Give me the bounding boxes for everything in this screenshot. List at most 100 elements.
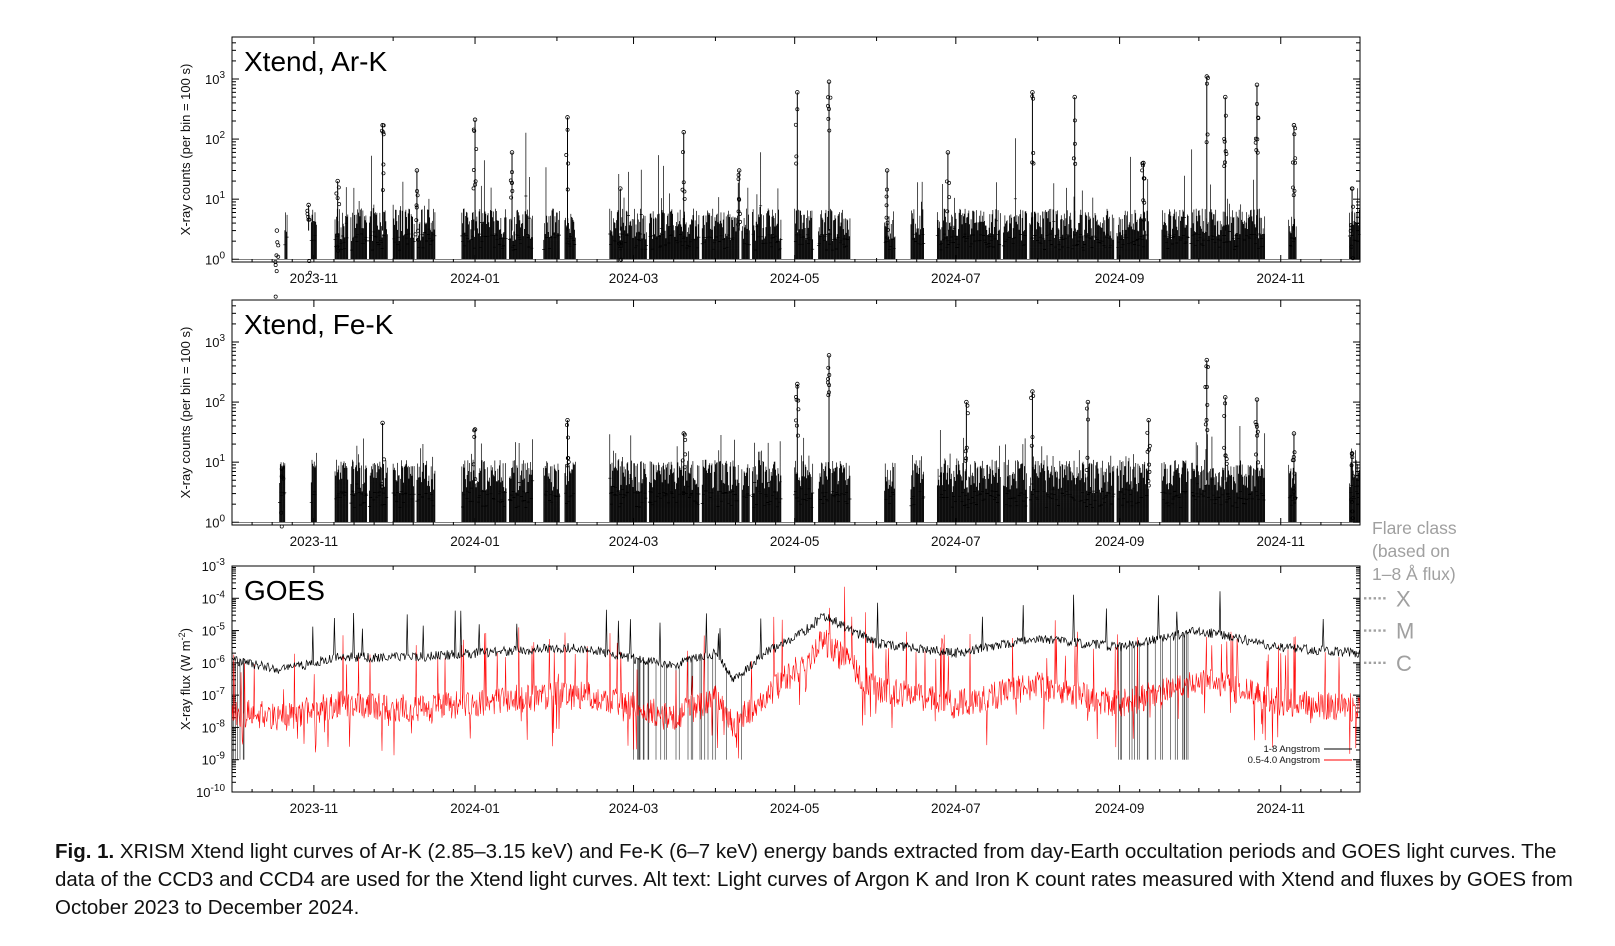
- data-point: [826, 393, 831, 398]
- x-tick-label: 2024-03: [609, 801, 659, 816]
- data-point: [619, 240, 624, 245]
- y-tick-label: 10-7: [202, 686, 226, 703]
- data-point: [1085, 399, 1091, 405]
- data-point: [380, 188, 385, 193]
- data-point: [828, 95, 833, 100]
- data-point: [1223, 453, 1228, 458]
- data-point: [472, 428, 477, 433]
- data-point: [1029, 395, 1034, 400]
- data-point: [795, 90, 800, 95]
- data-point: [1291, 185, 1295, 190]
- data-point: [1254, 422, 1259, 427]
- flare-class-title-line: Flare class: [1372, 518, 1457, 538]
- x-tick-label: 2024-05: [770, 801, 820, 816]
- x-tick-label: 2024-11: [1256, 271, 1305, 286]
- data-point: [308, 270, 312, 275]
- data-point: [335, 233, 340, 238]
- data-point: [1291, 489, 1296, 494]
- data-point: [414, 218, 419, 223]
- data-point: [1204, 74, 1209, 79]
- data-point: [307, 217, 312, 222]
- data-point: [826, 116, 831, 121]
- data-point: [1142, 200, 1147, 205]
- data-point: [1256, 460, 1260, 465]
- data-point: [682, 196, 687, 201]
- data-point: [1222, 413, 1227, 418]
- x-tick-label: 2024-01: [450, 801, 500, 816]
- figure: 100 101 102 103 2023-11 2024-01 2024-03 2024-05…: [177, 36, 1457, 816]
- data-point: [1203, 422, 1208, 427]
- data-point: [1145, 430, 1150, 435]
- data-point: [1348, 223, 1353, 228]
- data-point: [274, 269, 279, 274]
- y-tick-label: 10-3: [202, 557, 226, 574]
- data-point: [508, 178, 513, 183]
- data-point: [1205, 132, 1210, 137]
- data-point: [1072, 141, 1077, 146]
- data-point: [1291, 160, 1295, 165]
- y-tick-label: 103: [205, 70, 225, 87]
- data-point: [1254, 424, 1259, 429]
- data-point: [415, 193, 420, 198]
- data-point: [945, 209, 950, 214]
- y-axis-label: X-ray counts (per bin = 100 s): [178, 327, 193, 499]
- data-point: [885, 220, 890, 225]
- data-point: [619, 257, 623, 262]
- y-tick-label: 10-8: [202, 718, 226, 735]
- data-point: [795, 384, 800, 389]
- data-point: [1291, 123, 1297, 128]
- data-point: [414, 205, 419, 210]
- data-point: [1146, 417, 1151, 423]
- data-point: [335, 196, 340, 200]
- data-point: [471, 127, 476, 132]
- data-point: [618, 233, 622, 238]
- data-point: [1031, 150, 1036, 155]
- data-point: [380, 123, 385, 128]
- data-point: [681, 431, 686, 436]
- x-tick-label: 2024-11: [1256, 534, 1305, 549]
- data-point: [280, 475, 285, 480]
- data-point: [1349, 451, 1355, 456]
- y-tick-label: 101: [205, 453, 225, 470]
- data-point: [379, 482, 384, 487]
- flare-class-title-line: (based on: [1372, 541, 1450, 561]
- data-point: [1205, 402, 1210, 407]
- data-point: [565, 187, 570, 192]
- data-point: [1030, 94, 1035, 99]
- x-tick-label: 2024-07: [931, 801, 981, 816]
- data-point: [1253, 140, 1258, 145]
- data-point: [565, 417, 570, 423]
- data-point: [885, 187, 889, 192]
- data-point: [1084, 468, 1089, 472]
- y-tick-label: 101: [205, 190, 225, 207]
- y-axis-label: X-ray counts (per bin = 100 s): [178, 64, 193, 236]
- data-point: [827, 128, 832, 133]
- data-point: [1141, 198, 1146, 203]
- data-point: [1255, 150, 1260, 155]
- data-point: [1293, 156, 1298, 161]
- y-tick-label: 100: [205, 513, 225, 530]
- flare-class-label: X: [1396, 586, 1411, 611]
- data-point: [680, 458, 685, 463]
- y-tick-label: 10-10: [196, 783, 225, 800]
- data-point: [965, 403, 970, 408]
- data-point: [279, 465, 285, 471]
- data-point: [1253, 420, 1258, 425]
- data-point: [1204, 357, 1209, 363]
- data-point: [564, 153, 569, 157]
- data-point: [682, 432, 687, 437]
- data-point: [681, 491, 686, 496]
- x-tick-label: 2024-05: [770, 534, 820, 549]
- data-point: [738, 219, 743, 224]
- y-tick-label: 10-5: [202, 622, 226, 639]
- data-point: [796, 398, 801, 403]
- data-point: [795, 381, 800, 387]
- data-point: [566, 435, 571, 440]
- x-tick-label: 2024-03: [609, 271, 659, 286]
- data-point: [509, 195, 514, 200]
- data-point: [1255, 429, 1260, 434]
- data-point: [274, 228, 280, 233]
- data-point: [618, 258, 623, 263]
- data-point: [1030, 160, 1035, 165]
- data-point: [964, 445, 969, 450]
